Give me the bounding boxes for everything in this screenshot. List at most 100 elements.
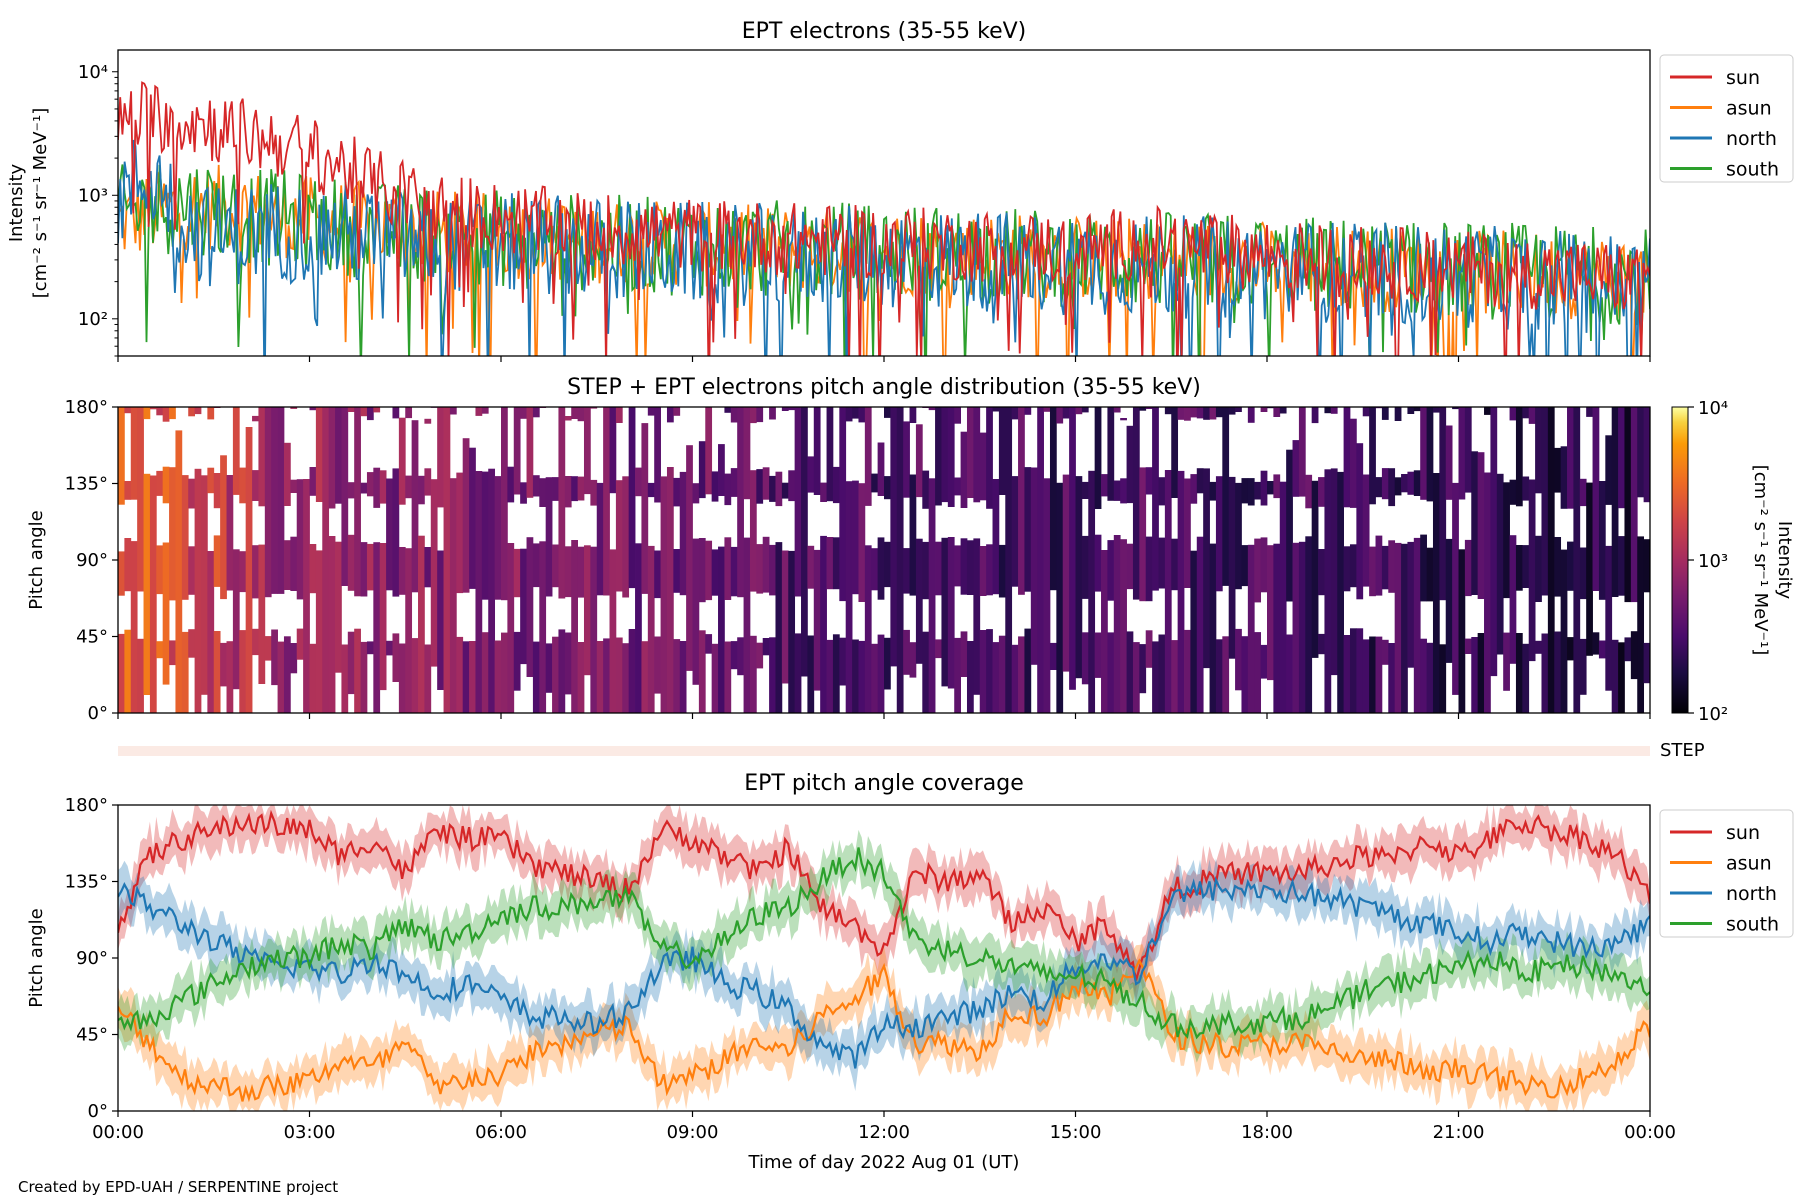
heatmap-cell — [1567, 407, 1574, 509]
heatmap-cell — [641, 423, 649, 594]
heatmap-cell — [520, 548, 527, 665]
heatmap-cell — [724, 407, 732, 413]
heatmap-cell — [1235, 628, 1242, 691]
intensity-legend: sun asun north south — [1659, 54, 1794, 183]
heatmap-cell — [398, 643, 406, 713]
heatmap-cell — [998, 635, 1006, 713]
heatmap-cell — [1343, 635, 1351, 713]
heatmap-cell — [756, 407, 764, 423]
heatmap-cell — [149, 475, 157, 713]
heatmap-cell — [947, 407, 955, 507]
heatmap-cell — [698, 538, 706, 603]
heatmap-cell — [277, 641, 285, 713]
heatmap-cell — [749, 407, 757, 424]
heatmap-cell — [456, 636, 464, 713]
heatmap-cell — [992, 407, 1000, 412]
heatmap-cell — [826, 407, 834, 502]
heatmap-cell — [1011, 407, 1019, 420]
heatmap-cell — [252, 628, 259, 656]
pitch-angle-coverage-panel: EPT pitch angle coverage 0° 45° 90° 135° 180… — [26, 771, 1794, 1173]
heatmap-cell — [845, 481, 853, 713]
heatmap-cell — [1554, 447, 1562, 493]
heatmap-cell — [386, 478, 393, 591]
heatmap-cell — [137, 407, 144, 592]
heatmap-cell — [398, 547, 406, 595]
coverage-y-label: Pitch angle — [26, 908, 47, 1007]
heatmap-cell — [1005, 407, 1013, 713]
coverage-line-asun — [118, 958, 1650, 1103]
heatmap-cell — [315, 550, 323, 713]
heatmap-cell — [1515, 633, 1523, 713]
heatmap-cell — [1158, 537, 1166, 589]
heatmap-cell — [571, 540, 578, 713]
heatmap-cell — [826, 639, 834, 713]
heatmap-cell — [188, 478, 195, 509]
heatmap-cell — [743, 407, 751, 500]
heatmap-cell — [137, 638, 144, 713]
heatmap-cell — [296, 628, 304, 660]
heatmap-cell — [1171, 538, 1179, 591]
heatmap-cell — [437, 407, 444, 508]
heatmap-cell — [481, 407, 489, 414]
heatmap-cell — [1043, 478, 1051, 713]
heatmap-cell — [1184, 629, 1191, 713]
heatmap-cell — [1311, 407, 1319, 424]
heatmap-cell — [679, 641, 687, 713]
heatmap-cell — [558, 407, 566, 599]
heatmap-cell — [1273, 543, 1281, 713]
heatmap-cell — [501, 632, 508, 713]
heatmap-cell — [596, 482, 604, 596]
heatmap-cell — [1094, 407, 1102, 509]
heatmap-cell — [1484, 407, 1491, 415]
heatmap-cell — [1573, 407, 1581, 713]
heatmap-cell — [1145, 630, 1153, 668]
pad-panel-title: STEP + EPT electrons pitch angle distrib… — [567, 375, 1201, 400]
heatmap-cell — [220, 642, 227, 687]
heatmap-cell — [1279, 407, 1287, 414]
heatmap-cell — [871, 473, 879, 493]
heatmap-cell — [1637, 407, 1645, 498]
heatmap-cell — [960, 431, 968, 508]
heatmap-cell — [877, 634, 885, 713]
heatmap-cell — [1260, 644, 1268, 679]
heatmap-cell — [1056, 482, 1064, 713]
heatmap-cell — [283, 540, 291, 590]
heatmap-cell — [941, 407, 949, 503]
heatmap-cell — [360, 641, 368, 713]
heatmap-cell — [1196, 536, 1204, 713]
heatmap-cell — [532, 543, 540, 588]
y-tick-label: 45° — [76, 627, 108, 648]
y-tick-label: 0° — [88, 1101, 108, 1122]
heatmap-cell — [775, 542, 783, 713]
heatmap-cell — [1420, 534, 1427, 602]
coverage-line-sun — [118, 809, 1650, 981]
heatmap-cell — [1094, 632, 1102, 678]
heatmap-cell — [418, 475, 425, 505]
y-tick-label: 180° — [65, 795, 108, 816]
heatmap-cell — [341, 644, 349, 713]
heatmap-cell — [1081, 481, 1089, 499]
heatmap-cell — [1113, 480, 1121, 501]
heatmap-cell — [379, 470, 387, 504]
heatmap-cell — [392, 407, 400, 419]
heatmap-cell — [1630, 631, 1638, 680]
heatmap-cell — [552, 477, 559, 501]
heatmap-cell — [1452, 482, 1459, 695]
heatmap-cell — [456, 472, 464, 594]
heatmap-cell — [590, 479, 598, 506]
heatmap-cell — [1120, 539, 1127, 713]
heatmap-cell — [303, 479, 310, 713]
heatmap-cell — [1375, 477, 1383, 498]
heatmap-cell — [1254, 481, 1262, 500]
heatmap-cell — [1203, 407, 1210, 420]
heatmap-cell — [1477, 452, 1485, 599]
colorbar-tick-label: 10³ — [1698, 551, 1728, 572]
heatmap-cell — [124, 629, 132, 713]
heatmap-cell — [1279, 481, 1287, 713]
heatmap-cell — [903, 629, 910, 675]
heatmap-cell — [1139, 644, 1147, 694]
heatmap-cell — [698, 441, 706, 499]
heatmap-cell — [1037, 407, 1044, 713]
colorbar-tick-label: 10⁴ — [1698, 398, 1728, 419]
heatmap-cell — [1330, 468, 1338, 676]
